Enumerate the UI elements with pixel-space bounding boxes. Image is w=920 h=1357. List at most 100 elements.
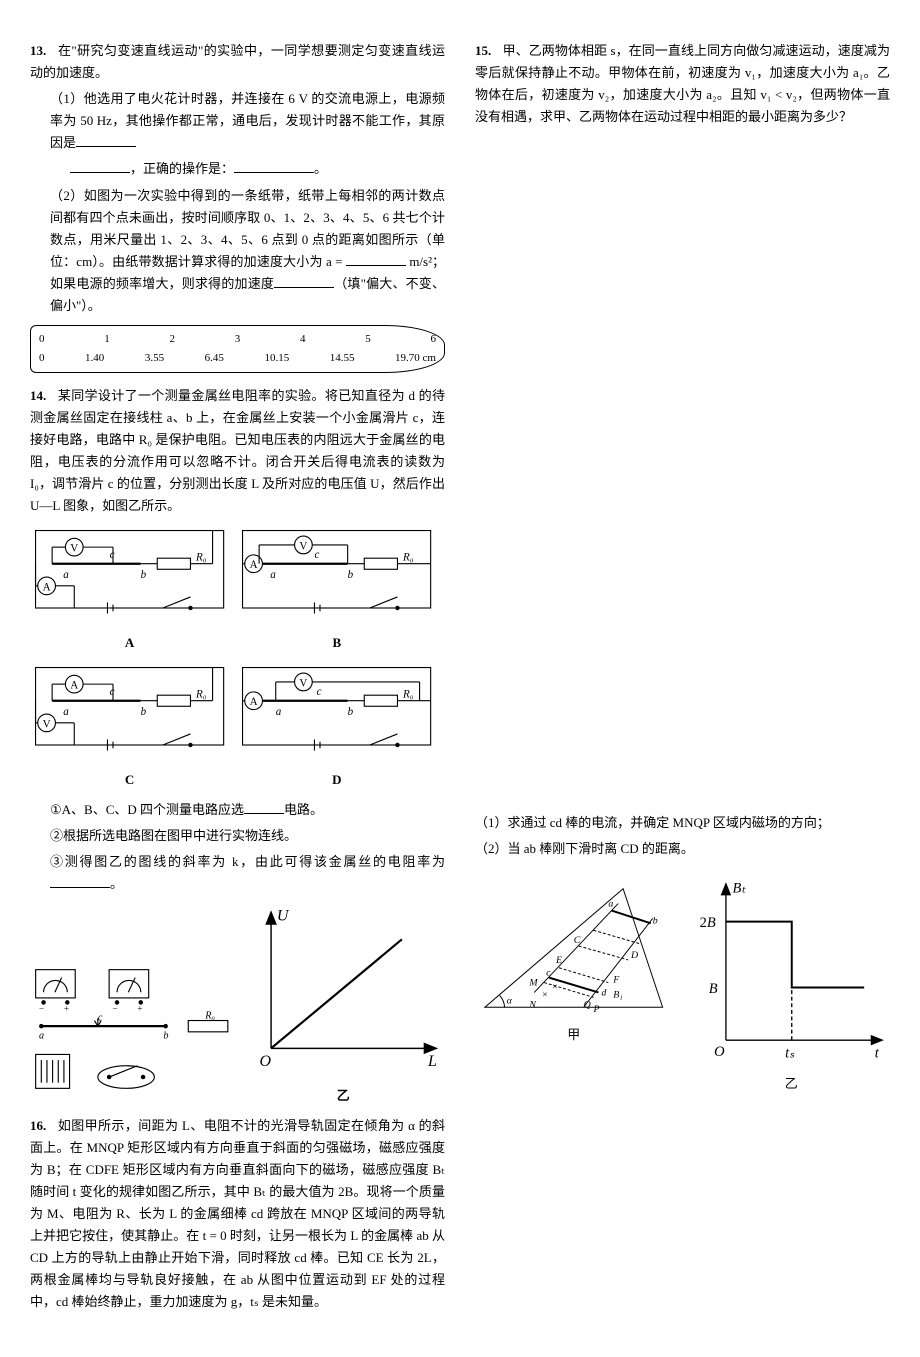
svg-text:V: V	[70, 543, 78, 555]
tape-pt: 6	[431, 330, 437, 349]
svg-text:A: A	[70, 679, 78, 691]
svg-text:c: c	[315, 549, 320, 561]
q14-sub3b: 。	[110, 876, 123, 891]
tape-val: 6.45	[205, 349, 224, 368]
svg-text:tₛ: tₛ	[785, 1045, 795, 1061]
blank-resistivity[interactable]	[50, 874, 110, 888]
svg-text:R₀: R₀	[402, 688, 414, 700]
q14-sub1b: 电路。	[284, 802, 323, 817]
svg-text:a: a	[276, 706, 282, 718]
blank-correct-op[interactable]	[234, 159, 314, 173]
workspace-blank	[475, 132, 890, 812]
q13-part1: （1）他选用了电火花计时器，并连接在 6 V 的交流电源上，电源频率为 50 H…	[30, 88, 445, 154]
q14-number: 14.	[30, 388, 46, 403]
circuit-C-label: C	[30, 769, 229, 791]
svg-text:R₀: R₀	[195, 688, 207, 700]
svg-text:d: d	[601, 987, 606, 998]
svg-text:R₀: R₀	[195, 551, 207, 563]
q16-intro-text: 如图甲所示，间距为 L、电阻不计的光滑导轨固定在倾角为 α 的斜面上。在 MNQ…	[30, 1118, 445, 1310]
svg-text:c: c	[110, 686, 115, 698]
Bt-graph-icon: 2B B Bₜ tₛ t O	[693, 869, 891, 1067]
svg-text:b: b	[348, 706, 354, 718]
circuit-D: V A a c b R₀ D	[237, 662, 436, 791]
svg-text:a: a	[270, 569, 276, 581]
q13-part1b: ，正确的操作是： 。	[30, 158, 445, 180]
svg-text:E: E	[555, 954, 562, 965]
svg-text:Bₜ: Bₜ	[732, 880, 746, 896]
UL-graph-icon: U L O	[242, 903, 445, 1077]
figure-yi-label: 乙	[242, 1085, 446, 1107]
blank-accel[interactable]	[346, 252, 406, 266]
q15-number: 15.	[475, 43, 491, 58]
tape-val: 14.55	[330, 349, 355, 368]
svg-text:V: V	[43, 718, 51, 730]
q13-intro-text: 在"研究匀变速直线运动"的实验中，一同学想要测定匀变速直线运动的加速度。	[30, 43, 445, 80]
svg-text:b: b	[163, 1030, 168, 1041]
svg-text:R₀: R₀	[204, 1010, 215, 1021]
svg-text:V: V	[300, 540, 308, 552]
circuit-B: V A a c b R₀ B	[237, 525, 436, 654]
tape-val: 1.40	[85, 349, 104, 368]
q14-sub3: ③测得图乙的图线的斜率为 k，由此可得该金属丝的电阻率为。	[30, 851, 445, 895]
svg-text:a: a	[63, 569, 69, 581]
circuit-A: V a c b R₀ A A	[30, 525, 229, 654]
tape-pt: 4	[300, 330, 306, 349]
figure-yi-graph: U L O 乙	[242, 903, 446, 1107]
svg-text:A: A	[250, 696, 258, 708]
q14-intro: 14. 某同学设计了一个测量金属丝电阻率的实验。将已知直径为 d 的待测金属丝固…	[30, 385, 445, 518]
tape-val: 19.70 cm	[395, 349, 436, 368]
svg-text:V: V	[300, 677, 308, 689]
svg-text:c: c	[110, 549, 115, 561]
incline-rails-icon: α a b C D E F M c d Q N B₁ P	[475, 869, 673, 1017]
circuit-B-label: B	[237, 632, 436, 654]
q14-sub2: ②根据所选电路图在图甲中进行实物连线。	[30, 825, 445, 847]
figure-yi-label-16: 乙	[693, 1073, 891, 1095]
svg-text:+: +	[137, 1003, 142, 1013]
blank-circuit-choice[interactable]	[244, 800, 284, 814]
svg-text:α: α	[507, 995, 513, 1006]
svg-text:2B: 2B	[699, 914, 715, 930]
tape-pt: 2	[170, 330, 176, 349]
figure-jia: −+ −+ a c b R₀	[30, 964, 234, 1107]
circuit-A-label: A	[30, 632, 229, 654]
blank-reason2[interactable]	[70, 159, 130, 173]
svg-text:b: b	[141, 569, 147, 581]
q13-number: 13.	[30, 43, 46, 58]
q14-figures: −+ −+ a c b R₀	[30, 903, 445, 1107]
svg-text:O: O	[259, 1053, 271, 1070]
q16-intro: 16. 如图甲所示，间距为 L、电阻不计的光滑导轨固定在倾角为 α 的斜面上。在…	[30, 1115, 445, 1314]
svg-text:A: A	[250, 559, 258, 571]
circuit-D-label: D	[237, 769, 436, 791]
svg-text:b: b	[348, 569, 354, 581]
tape-points-row: 0 1 2 3 4 5 6	[39, 330, 436, 349]
tape-pt: 1	[104, 330, 110, 349]
q14-sub3a: ③测得图乙的图线的斜率为 k，由此可得该金属丝的电阻率为	[50, 854, 445, 869]
figure-jia-label: 甲	[475, 1024, 673, 1046]
physical-wiring-icon: −+ −+ a c b R₀	[30, 964, 233, 1100]
svg-text:×: ×	[552, 981, 558, 992]
svg-text:N: N	[528, 999, 537, 1010]
q13-p1c: 。	[314, 161, 327, 176]
circuit-options: V a c b R₀ A A V A a c b R₀	[30, 525, 445, 791]
svg-text:c: c	[317, 686, 322, 698]
blank-reason[interactable]	[76, 133, 136, 147]
svg-text:R₀: R₀	[402, 551, 414, 563]
svg-text:F: F	[612, 974, 620, 985]
svg-text:t: t	[874, 1045, 879, 1061]
q15-text: 甲、乙两物体相距 s，在同一直线上同方向做匀减速运动，速度减为零后就保持静止不动…	[475, 43, 890, 124]
right-column: 15. 甲、乙两物体相距 s，在同一直线上同方向做匀减速运动，速度减为零后就保持…	[475, 40, 890, 1317]
paper-tape-figure: 0 1 2 3 4 5 6 0 1.40 3.55 6.45 10.15 14.…	[30, 325, 445, 372]
q13-part2: （2）如图为一次实验中得到的一条纸带，纸带上每相邻的两计数点间都有四个点未画出，…	[30, 185, 445, 318]
svg-text:+: +	[64, 1003, 69, 1013]
svg-text:a: a	[39, 1030, 44, 1041]
svg-text:−: −	[113, 1003, 118, 1013]
blank-bias[interactable]	[274, 274, 334, 288]
left-column: 13. 在"研究匀变速直线运动"的实验中，一同学想要测定匀变速直线运动的加速度。…	[30, 40, 445, 1317]
svg-text:b: b	[141, 706, 147, 718]
q13-p1b-text: ，正确的操作是：	[130, 161, 234, 176]
svg-text:M: M	[528, 977, 538, 988]
tape-val: 10.15	[264, 349, 289, 368]
q14-sub1: ①A、B、C、D 四个测量电路应选电路。	[30, 799, 445, 821]
q14-intro-text: 某同学设计了一个测量金属丝电阻率的实验。将已知直径为 d 的待测金属丝固定在接线…	[30, 388, 445, 513]
svg-text:C: C	[574, 935, 581, 946]
